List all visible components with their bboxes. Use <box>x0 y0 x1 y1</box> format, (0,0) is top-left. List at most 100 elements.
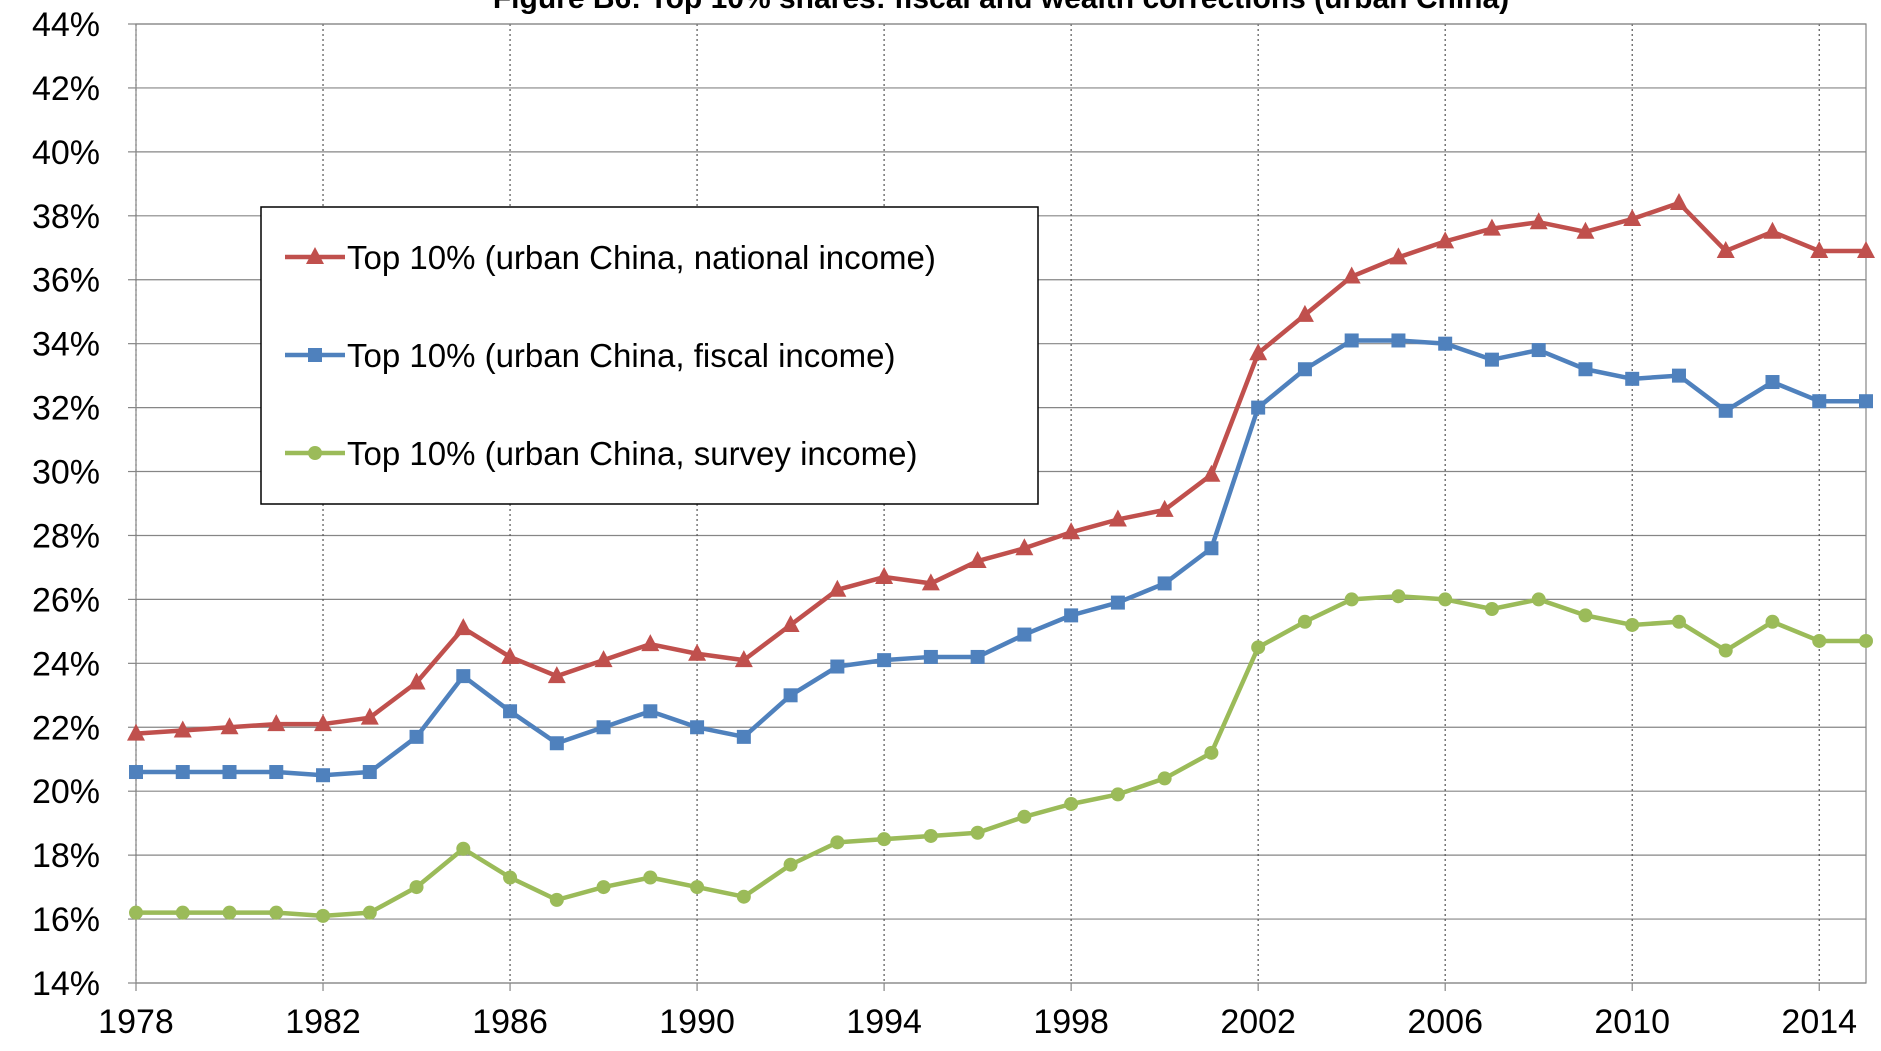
legend-label: Top 10% (urban China, national income) <box>347 239 936 276</box>
square-marker <box>456 669 471 684</box>
circle-marker <box>316 908 331 923</box>
square-marker <box>1064 608 1079 623</box>
y-tick-label: 22% <box>32 709 100 747</box>
x-tick-label: 1982 <box>285 1003 361 1041</box>
circle-marker <box>643 870 658 885</box>
square-marker <box>175 765 190 780</box>
circle-marker <box>1765 614 1780 629</box>
triangle-marker <box>828 579 847 597</box>
triangle-marker <box>547 666 566 684</box>
square-marker <box>1625 371 1640 386</box>
y-tick-label: 20% <box>32 773 100 811</box>
square-marker <box>409 729 424 744</box>
circle-marker <box>830 835 845 850</box>
y-tick-label: 34% <box>32 326 100 364</box>
x-tick-label: 1986 <box>472 1003 548 1041</box>
triangle-marker <box>921 573 940 591</box>
square-marker <box>970 649 985 664</box>
square-marker <box>269 765 284 780</box>
square-marker <box>1484 352 1499 367</box>
triangle-marker <box>968 551 987 569</box>
circle-marker <box>1297 614 1312 629</box>
circle-marker <box>1859 633 1873 648</box>
x-tick-label: 1998 <box>1033 1003 1109 1041</box>
y-tick-label: 28% <box>32 517 100 555</box>
triangle-marker <box>1669 193 1688 211</box>
y-tick-label: 18% <box>32 837 100 875</box>
circle-marker <box>923 828 938 843</box>
circle-marker <box>596 880 611 895</box>
y-tick-label: 24% <box>32 645 100 683</box>
legend-marker <box>308 446 322 460</box>
circle-marker <box>1484 601 1499 616</box>
circle-marker <box>1718 643 1733 658</box>
square-marker <box>1765 375 1780 390</box>
x-tick-label: 2014 <box>1781 1003 1857 1041</box>
square-marker <box>1438 336 1453 351</box>
y-tick-label: 16% <box>32 901 100 939</box>
circle-marker <box>1391 589 1406 604</box>
square-marker <box>503 704 518 719</box>
triangle-marker <box>1857 240 1875 258</box>
circle-marker <box>1531 592 1546 607</box>
triangle-marker <box>1576 221 1595 239</box>
triangle-marker <box>127 723 145 741</box>
y-tick-label: 42% <box>32 70 100 108</box>
triangle-marker <box>1529 212 1548 230</box>
square-marker <box>1859 394 1873 409</box>
circle-marker <box>222 905 237 920</box>
y-tick-label: 44% <box>32 6 100 44</box>
triangle-marker <box>173 720 192 738</box>
square-marker <box>1297 362 1312 377</box>
x-tick-label: 1990 <box>659 1003 735 1041</box>
y-tick-label: 26% <box>32 581 100 619</box>
triangle-marker <box>875 567 894 585</box>
square-marker <box>783 688 798 703</box>
circle-marker <box>877 832 892 847</box>
square-marker <box>1718 403 1733 418</box>
square-marker <box>316 768 331 783</box>
square-marker <box>362 765 377 780</box>
square-marker <box>830 659 845 674</box>
square-marker <box>1812 394 1827 409</box>
circle-marker <box>690 880 705 895</box>
circle-marker <box>409 880 424 895</box>
y-tick-label: 32% <box>32 390 100 428</box>
circle-marker <box>503 870 518 885</box>
circle-marker <box>1064 796 1079 811</box>
legend-box <box>260 206 1039 505</box>
square-marker <box>1391 333 1406 348</box>
triangle-marker <box>1716 240 1735 258</box>
triangle-marker <box>407 672 426 690</box>
square-marker <box>549 736 564 751</box>
series-line <box>135 200 1866 736</box>
circle-marker <box>1251 640 1266 655</box>
y-tick-label: 14% <box>32 965 100 1003</box>
square-marker <box>643 704 658 719</box>
circle-marker <box>129 905 143 920</box>
circle-marker <box>456 841 471 856</box>
circle-marker <box>736 889 751 904</box>
square-marker <box>596 720 611 735</box>
circle-marker <box>1344 592 1359 607</box>
triangle-marker <box>1623 208 1642 226</box>
square-marker <box>1204 541 1219 556</box>
triangle-marker <box>360 707 379 725</box>
circle-marker <box>783 857 798 872</box>
circle-marker <box>362 905 377 920</box>
circle-marker <box>1438 592 1453 607</box>
square-marker <box>690 720 705 735</box>
triangle-marker <box>641 634 660 652</box>
circle-marker <box>1671 614 1686 629</box>
x-tick-label: 1994 <box>846 1003 922 1041</box>
square-marker <box>1110 595 1125 610</box>
square-marker <box>1344 333 1359 348</box>
y-tick-label: 40% <box>32 134 100 172</box>
legend-label: Top 10% (urban China, survey income) <box>347 435 917 472</box>
square-marker <box>736 729 751 744</box>
x-tick-label: 2006 <box>1407 1003 1483 1041</box>
triangle-marker <box>314 714 333 732</box>
triangle-marker <box>1810 240 1829 258</box>
circle-marker <box>970 825 985 840</box>
triangle-marker <box>734 650 753 668</box>
